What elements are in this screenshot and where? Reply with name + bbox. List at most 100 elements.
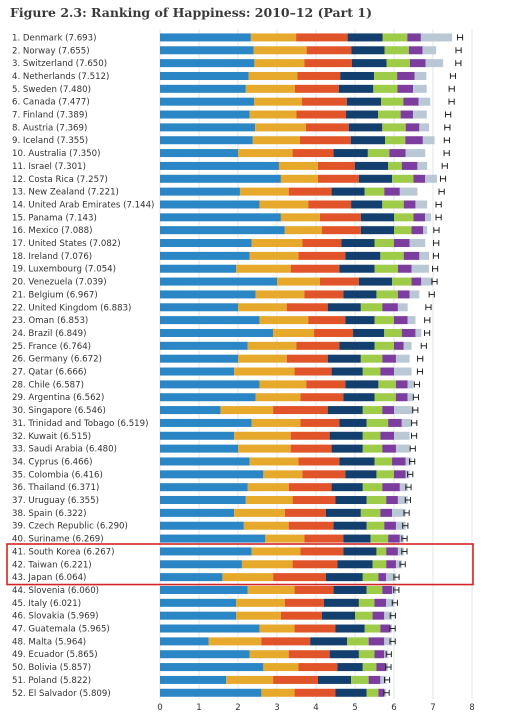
bar-segment (160, 251, 250, 260)
bar-segment (249, 110, 297, 119)
bar-segment (247, 483, 289, 492)
bar-segment (340, 71, 375, 80)
bar-segment (249, 251, 299, 260)
bar-segment (160, 33, 251, 42)
bar-segment (238, 149, 293, 158)
bar-segment (248, 71, 298, 80)
bar-segment (302, 470, 346, 479)
bar-segment (388, 418, 402, 427)
bar-segment (386, 560, 396, 569)
bar-segment (407, 380, 414, 389)
bar-segment (261, 637, 311, 646)
bar-segment (335, 496, 367, 505)
bar-segment (160, 123, 256, 132)
bar-segment (384, 521, 396, 530)
bar-segment (160, 174, 281, 183)
bar-segment (395, 393, 408, 402)
bar-segment (374, 650, 385, 659)
bar-segment (160, 675, 227, 684)
bar-segment (394, 239, 410, 248)
bar-segment (350, 136, 386, 145)
bar-segment (160, 496, 246, 505)
x-tick-label: 1 (196, 703, 201, 713)
bar-segment (236, 264, 291, 273)
bar-segment (362, 483, 383, 492)
row-label: 46. Slovakia (5.969) (12, 612, 99, 622)
bar-segment (403, 341, 412, 350)
bar-segment (296, 33, 348, 42)
bar-segment (422, 136, 435, 145)
row-label: 9. Iceland (7.355) (12, 136, 88, 146)
bar-segment (407, 316, 416, 325)
bar-segment (407, 393, 414, 402)
bar-segment (265, 534, 305, 543)
x-tick-label: 6 (391, 703, 396, 713)
bar-segment (405, 136, 423, 145)
bar-segment (321, 611, 355, 620)
bar-segment (331, 483, 363, 492)
bar-segment (378, 688, 385, 697)
bar-segment (241, 560, 293, 569)
bar-segment (380, 431, 394, 440)
bar-segment (234, 508, 285, 517)
bar-segment (249, 457, 299, 466)
bar-segment (380, 624, 391, 633)
bar-segment (413, 174, 426, 183)
bar-segment (160, 573, 223, 582)
bar-segment (259, 316, 309, 325)
row-label: 30. Singapore (6.546) (12, 406, 106, 416)
bar-segment (160, 341, 248, 350)
row-label: 50. Bolivia (5.857) (12, 663, 91, 673)
bar-segment (160, 470, 264, 479)
bar-segment (259, 624, 295, 633)
bar-segment (243, 521, 289, 530)
x-tick-label: 7 (430, 703, 435, 713)
bar-segment (386, 59, 410, 68)
bar-segment (358, 174, 393, 183)
bar-segment (160, 663, 264, 672)
highlight-box (6, 543, 474, 586)
bar-segment (160, 71, 249, 80)
bar-segment (317, 174, 359, 183)
bar-segment (403, 97, 419, 106)
bar-segment (380, 508, 393, 517)
bar-segment (160, 650, 250, 659)
bar-segment (417, 161, 428, 170)
row-label: 34. Cyprus (6.466) (12, 457, 92, 467)
row-label: 26. Germany (6.672) (12, 355, 102, 365)
bar-segment (160, 277, 277, 286)
bar-segment (366, 418, 389, 427)
row-label: 25. France (6.764) (12, 342, 91, 352)
bar-segment (343, 534, 371, 543)
bar-segment (376, 663, 387, 672)
bar-segment (284, 508, 326, 517)
bar-segment (403, 200, 416, 209)
bar-segment (339, 418, 367, 427)
bar-segment (399, 483, 408, 492)
row-label: 32. Kuwait (6.515) (12, 432, 91, 442)
bar-segment (292, 560, 338, 569)
bar-segment (382, 483, 400, 492)
bar-segment (394, 341, 404, 350)
bar-segment (273, 406, 328, 415)
bar-segment (160, 560, 242, 569)
bar-segment (346, 110, 379, 119)
bar-segment (296, 341, 340, 350)
bar-segment (300, 418, 340, 427)
bar-segment (160, 290, 256, 299)
row-label: 22. United Kingdom (6.883) (12, 303, 131, 313)
bar-segment (378, 573, 387, 582)
bar-segment (220, 406, 274, 415)
bar-segment (358, 277, 393, 286)
bar-segment (284, 598, 324, 607)
bar-segment (160, 508, 235, 517)
bar-segment (234, 431, 291, 440)
bar-segment (408, 46, 423, 55)
bar-segment (323, 598, 359, 607)
bar-segment (397, 264, 412, 273)
row-label: 8. Austria (7.369) (12, 123, 87, 133)
bar-segment (392, 174, 414, 183)
row-label: 29. Argentina (6.562) (12, 393, 104, 403)
bar-segment (335, 688, 367, 697)
bar-segment (160, 367, 235, 376)
